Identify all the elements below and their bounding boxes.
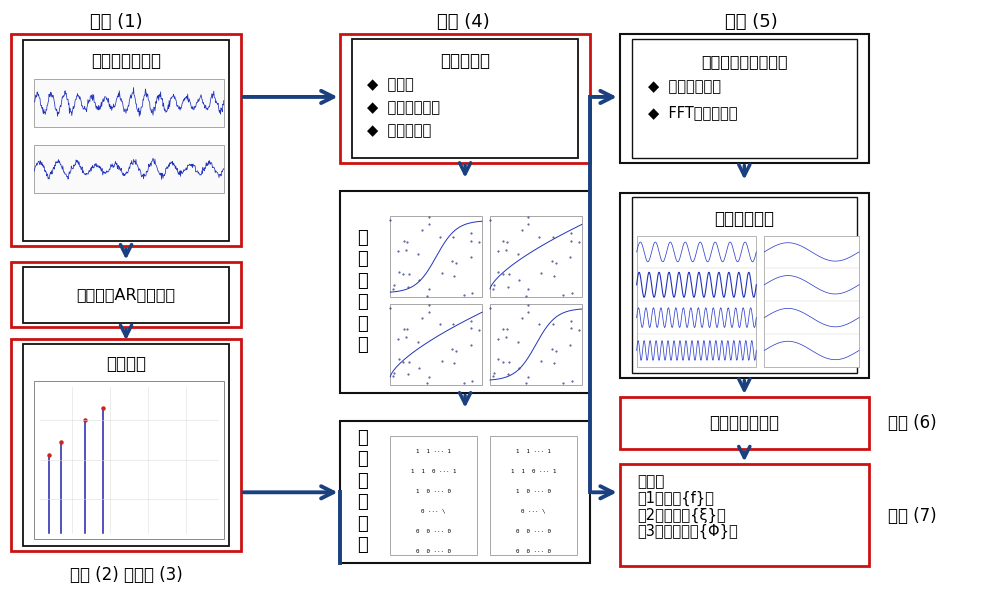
Text: 单模态参数识别: 单模态参数识别 [709, 414, 779, 432]
Bar [632, 39, 857, 158]
Text: 步骤 (4): 步骤 (4) [437, 13, 489, 31]
Text: 1  1 ··· 1: 1 1 ··· 1 [516, 449, 551, 454]
Bar [23, 40, 229, 241]
Bar [340, 191, 590, 392]
Bar [632, 197, 857, 373]
Text: 步骤 (5): 步骤 (5) [725, 13, 778, 31]
Text: 0  0 ··· 0: 0 0 ··· 0 [416, 548, 451, 554]
Bar [490, 436, 577, 555]
Text: 聚
类
中
心
提
取: 聚 类 中 心 提 取 [357, 229, 368, 355]
Text: 峰值检测: 峰值检测 [106, 355, 146, 373]
Text: 0 ··· \: 0 ··· \ [421, 509, 446, 514]
Bar [620, 464, 869, 566]
Text: （3）模态振型{Φ}；: （3）模态振型{Φ}； [638, 524, 738, 539]
Text: （2）阻尼比{ξ}；: （2）阻尼比{ξ}； [638, 508, 726, 523]
Text: 0  0 ··· 0: 0 0 ··· 0 [516, 529, 551, 533]
Text: 步骤 (1): 步骤 (1) [90, 13, 142, 31]
Bar [23, 344, 229, 546]
Bar [34, 380, 224, 539]
Text: 0 ··· \: 0 ··· \ [521, 509, 546, 514]
Bar [620, 34, 869, 163]
Text: 输出：: 输出： [638, 474, 665, 489]
Text: ◆  单源点检测: ◆ 单源点检测 [367, 123, 432, 138]
Bar [340, 34, 590, 163]
Text: 1  1 ··· 1: 1 1 ··· 1 [416, 449, 451, 454]
Bar [490, 217, 582, 297]
Bar [34, 79, 224, 127]
Text: 时
频
掩
码
生
成: 时 频 掩 码 生 成 [357, 429, 368, 554]
Text: 0  0 ··· 0: 0 0 ··· 0 [516, 548, 551, 554]
Text: 各阶模态响应: 各阶模态响应 [714, 211, 774, 229]
Bar [620, 193, 869, 377]
Bar [34, 145, 224, 193]
Bar [11, 262, 241, 327]
Text: （1）频率{f}；: （1）频率{f}； [638, 491, 714, 506]
Text: 步骤 (2) 、步骤 (3): 步骤 (2) 、步骤 (3) [70, 566, 182, 584]
Bar [764, 236, 859, 367]
Text: ◆  FFT逆变换恢复: ◆ FFT逆变换恢复 [648, 105, 737, 120]
Text: ◆  时频掩码分离: ◆ 时频掩码分离 [648, 79, 721, 94]
Text: 输入：观测数据: 输入：观测数据 [91, 52, 161, 70]
Text: 1  1  0 ··· 1: 1 1 0 ··· 1 [511, 469, 556, 474]
Text: 1  0 ··· 0: 1 0 ··· 0 [416, 489, 451, 494]
Text: ◆  模运算: ◆ 模运算 [367, 77, 414, 92]
Text: 1  1  0 ··· 1: 1 1 0 ··· 1 [411, 469, 456, 474]
Bar [390, 217, 482, 297]
Text: 1  0 ··· 0: 1 0 ··· 0 [516, 489, 551, 494]
Text: 0  0 ··· 0: 0 0 ··· 0 [416, 529, 451, 533]
Text: 模态响应分离和恢复: 模态响应分离和恢复 [701, 53, 788, 68]
Text: 自回归（AR）谱分析: 自回归（AR）谱分析 [76, 287, 176, 302]
Bar [11, 34, 241, 246]
Text: 步骤 (6): 步骤 (6) [888, 414, 936, 432]
Bar [490, 304, 582, 385]
Bar [11, 339, 241, 551]
Bar [23, 266, 229, 323]
Bar [390, 436, 477, 555]
Bar [340, 421, 590, 563]
Text: 步骤 (7): 步骤 (7) [888, 507, 936, 525]
Bar [620, 397, 869, 449]
Bar [352, 39, 578, 158]
Text: ◆  低能量点剔除: ◆ 低能量点剔除 [367, 100, 440, 115]
Text: 单源点检测: 单源点检测 [440, 52, 490, 70]
Bar [390, 304, 482, 385]
Bar [637, 236, 756, 367]
